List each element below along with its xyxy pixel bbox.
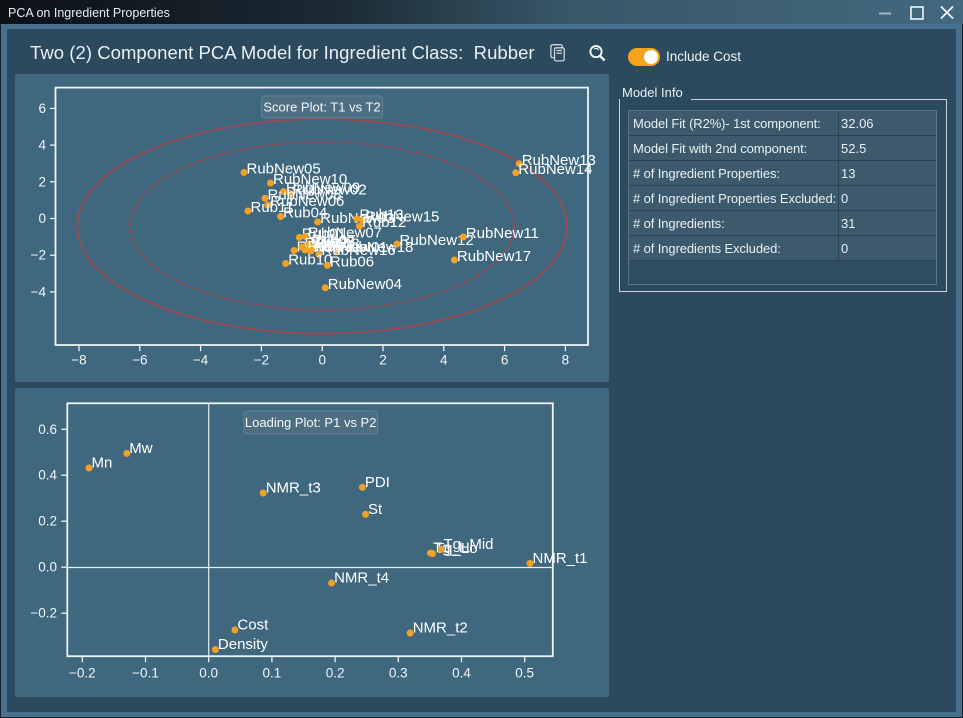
- svg-text:RubNew09: RubNew09: [286, 180, 360, 197]
- svg-text:St: St: [368, 501, 383, 518]
- svg-text:0.4: 0.4: [452, 666, 471, 681]
- svg-text:−6: −6: [132, 353, 147, 368]
- svg-text:−2: −2: [31, 248, 46, 263]
- svg-text:RubNew15: RubNew15: [365, 208, 439, 225]
- svg-text:0.0: 0.0: [38, 560, 57, 575]
- svg-text:RubNew11: RubNew11: [466, 225, 539, 242]
- svg-text:Tg_Mid: Tg_Mid: [444, 536, 494, 553]
- svg-text:Mn: Mn: [92, 455, 113, 472]
- svg-text:RubNew12: RubNew12: [400, 232, 474, 249]
- svg-text:Rub01: Rub01: [302, 225, 346, 242]
- svg-text:0.2: 0.2: [38, 514, 57, 529]
- svg-text:Mw: Mw: [129, 440, 152, 457]
- svg-text:Rub13: Rub13: [359, 207, 403, 224]
- svg-text:NMR_t4: NMR_t4: [334, 570, 389, 587]
- svg-text:RubNew16: RubNew16: [322, 242, 396, 259]
- svg-text:2: 2: [379, 353, 387, 368]
- svg-text:0.5: 0.5: [515, 666, 534, 681]
- svg-text:Rub09: Rub09: [308, 238, 352, 255]
- svg-text:PDI: PDI: [365, 474, 390, 491]
- svg-text:RubNew01: RubNew01: [314, 239, 388, 256]
- svg-text:Rub10: Rub10: [288, 252, 332, 269]
- svg-text:6: 6: [38, 101, 46, 116]
- svg-text:4: 4: [38, 138, 46, 153]
- svg-text:0.6: 0.6: [38, 422, 57, 437]
- svg-text:NMR_t2: NMR_t2: [413, 620, 468, 637]
- svg-text:0.0: 0.0: [199, 666, 218, 681]
- svg-text:RubNew07: RubNew07: [308, 224, 382, 241]
- svg-text:−0.2: −0.2: [30, 606, 57, 621]
- svg-text:Rub07: Rub07: [312, 232, 356, 249]
- svg-text:Cost: Cost: [237, 617, 269, 634]
- svg-text:Rub05: Rub05: [310, 234, 354, 251]
- svg-text:−4: −4: [193, 353, 209, 368]
- svg-text:0: 0: [318, 353, 326, 368]
- svg-text:NMR_t3: NMR_t3: [266, 480, 321, 497]
- svg-text:Rub06: Rub06: [330, 253, 374, 270]
- svg-text:0.3: 0.3: [389, 666, 408, 681]
- svg-text:6: 6: [501, 353, 509, 368]
- svg-text:−2: −2: [254, 353, 269, 368]
- svg-text:RubNew14: RubNew14: [518, 161, 592, 178]
- svg-text:Rub11: Rub11: [251, 199, 294, 216]
- svg-text:Density: Density: [218, 636, 269, 653]
- svg-text:−4: −4: [31, 284, 47, 299]
- svg-text:Rub04: Rub04: [283, 205, 327, 222]
- svg-text:RubNew08: RubNew08: [268, 186, 342, 203]
- svg-text:RubNew02: RubNew02: [293, 182, 367, 199]
- svg-text:Rub08: Rub08: [316, 236, 360, 253]
- svg-text:RubNew17: RubNew17: [457, 248, 531, 265]
- svg-text:NMR_t1: NMR_t1: [533, 550, 588, 567]
- svg-text:4: 4: [440, 353, 448, 368]
- svg-text:Score Plot: T1 vs T2: Score Plot: T1 vs T2: [263, 99, 380, 114]
- svg-text:Loading Plot: P1 vs P2: Loading Plot: P1 vs P2: [245, 415, 377, 430]
- svg-text:0.4: 0.4: [38, 468, 57, 483]
- svg-text:0.1: 0.1: [263, 666, 282, 681]
- svg-text:Rub12: Rub12: [362, 214, 406, 231]
- svg-text:−0.2: −0.2: [69, 666, 96, 681]
- svg-text:RubNew05: RubNew05: [247, 161, 321, 178]
- svg-text:8: 8: [562, 353, 570, 368]
- svg-text:Tg_Lo: Tg_Lo: [435, 540, 478, 557]
- svg-text:RubNew04: RubNew04: [328, 276, 402, 293]
- svg-text:−0.1: −0.1: [132, 666, 159, 681]
- svg-text:RubNew06: RubNew06: [270, 193, 344, 210]
- svg-text:−8: −8: [71, 353, 86, 368]
- svg-text:0.2: 0.2: [326, 666, 345, 681]
- svg-text:0: 0: [38, 211, 46, 226]
- svg-text:RubNew10: RubNew10: [273, 171, 347, 188]
- svg-text:2: 2: [38, 174, 46, 189]
- svg-text:RubNew13: RubNew13: [522, 152, 596, 169]
